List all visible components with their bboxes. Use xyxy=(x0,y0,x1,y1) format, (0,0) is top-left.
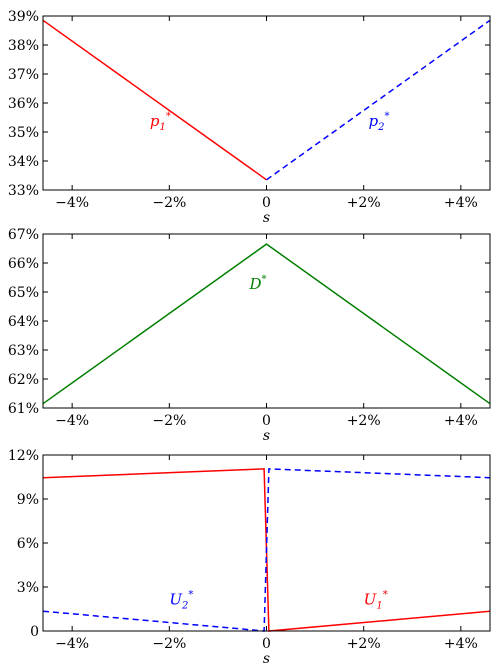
x-tick-label: 0 xyxy=(262,413,271,429)
y-tick-label: 3% xyxy=(17,580,39,596)
y-tick-label: 37% xyxy=(8,67,39,83)
y-tick-label: 0 xyxy=(30,624,39,640)
axes-frame xyxy=(42,233,491,409)
series-line-2 xyxy=(42,468,491,632)
annotation-subscript: 1 xyxy=(160,122,166,133)
y-tick-label: 67% xyxy=(8,227,39,243)
panel-1: −4% −2% 0 +2% +4%33%34%35%36%37%38%39%sp1* p2… xyxy=(8,9,491,226)
series-annotation: p1* xyxy=(150,111,171,133)
annotation-superscript: * xyxy=(166,111,171,122)
x-tick-label: −4% xyxy=(55,636,89,652)
x-axis-label: s xyxy=(263,210,270,226)
annotation-superscript: * xyxy=(188,590,193,601)
x-axis-label: s xyxy=(263,428,270,444)
x-tick-label: +4% xyxy=(444,636,478,652)
series-line-2 xyxy=(266,19,491,181)
x-tick-label: 0 xyxy=(262,195,271,211)
x-tick-label: −4% xyxy=(55,195,89,211)
y-tick-label: 34% xyxy=(8,154,39,170)
x-tick-label: −2% xyxy=(152,413,186,429)
annotation-superscript: * xyxy=(385,111,390,122)
y-tick-label: 35% xyxy=(8,125,39,141)
annotation-superscript: * xyxy=(262,274,267,285)
x-tick-label: +2% xyxy=(347,195,381,211)
x-tick-label: +4% xyxy=(444,195,478,211)
y-tick-label: 66% xyxy=(8,256,39,272)
annotation-subscript: 1 xyxy=(376,601,382,612)
y-tick-label: 12% xyxy=(8,448,39,464)
y-tick-label: 38% xyxy=(8,38,39,54)
y-tick-label: 36% xyxy=(8,96,39,112)
y-tick-label: 65% xyxy=(8,285,39,301)
annotation-subscript: 2 xyxy=(181,601,188,612)
x-tick-label: −2% xyxy=(152,636,186,652)
series-annotation: U1* xyxy=(364,590,388,612)
y-tick-label: 6% xyxy=(17,536,39,552)
annotation-base: U xyxy=(364,591,378,609)
x-tick-label: +2% xyxy=(347,636,381,652)
annotation-superscript: * xyxy=(383,590,388,601)
panel-3: −4% −2% 0 +2% +4%03%6%9%12%sU2* U1* xyxy=(8,448,491,667)
series-annotation: U2* xyxy=(169,590,193,612)
series-line-1 xyxy=(42,243,491,405)
axes-frame xyxy=(42,15,491,191)
series-annotation: D* xyxy=(248,274,266,293)
y-tick-label: 63% xyxy=(8,343,39,359)
y-tick-label: 64% xyxy=(8,314,39,330)
x-tick-label: +4% xyxy=(444,413,478,429)
x-axis-label: s xyxy=(263,651,270,667)
y-tick-label: 9% xyxy=(17,492,39,508)
y-tick-label: 33% xyxy=(8,183,39,199)
y-tick-label: 39% xyxy=(8,9,39,25)
x-tick-label: +2% xyxy=(347,413,381,429)
panel-2: −4% −2% 0 +2% +4% 61% 62% 63% 64% 65% 66% 67% s D* xyxy=(8,227,491,444)
x-tick-label: −2% xyxy=(152,195,186,211)
annotation-base: p xyxy=(369,112,379,130)
series-line-1 xyxy=(42,19,267,181)
x-tick-label: 0 xyxy=(262,636,271,652)
y-tick-label: 61% xyxy=(8,401,39,417)
y-tick-label: 62% xyxy=(8,372,39,388)
annotation-subscript: 2 xyxy=(377,122,384,133)
annotation-base: p xyxy=(150,112,160,130)
x-tick-label: −4% xyxy=(55,413,89,429)
annotation-base: D xyxy=(248,275,261,293)
series-annotation: p2* xyxy=(369,111,390,133)
annotation-base: U xyxy=(169,591,183,609)
